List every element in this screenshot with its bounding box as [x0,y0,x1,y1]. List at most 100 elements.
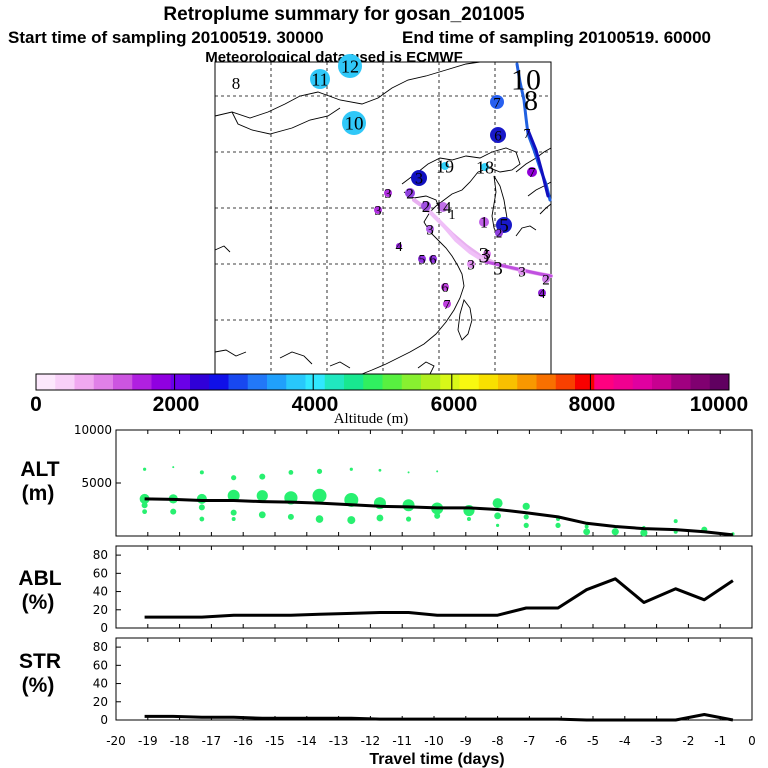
str-frame [115,637,753,721]
map-marker-label: 10 [345,114,364,135]
x-tick-label: 0 [748,734,756,748]
x-tick-label: -13 [329,734,349,748]
map-marker-label: 3 [426,222,434,238]
alt-particle-point [494,512,501,520]
map-marker-label: 14 [435,198,453,217]
alt-particle-point [230,509,237,516]
x-tick-label: -7 [523,734,535,748]
colorbar-swatch-29 [594,374,614,390]
str-label: STR [19,650,61,673]
abl-panel: 0 20 40 60 80 [93,545,753,635]
map-marker-dot [342,111,366,135]
x-tick-label: -4 [619,734,631,748]
map-marker-label: 3 [479,243,490,268]
alt-unit: (m) [22,482,55,505]
alt-particle-point [172,466,175,469]
map-marker-label: 8 [524,86,538,117]
alt-particle-point [347,516,356,525]
map-marker-label: 5 [419,253,426,268]
colorbar-tick-6000: 6000 [431,393,478,416]
map-marker-dot [527,167,537,177]
map-marker-label: 5 [484,248,491,263]
alt-particle-point [316,468,323,474]
colorbar-swatch-1 [55,374,75,390]
map-marker-label: 1 [449,208,456,223]
str-ytick-label: 0 [100,713,108,727]
alt-particle-point [141,502,148,509]
map-marker-label: 2 [542,272,550,288]
map-marker-label: 6 [494,128,502,144]
map-marker-label: 3 [467,257,475,273]
x-tick-label: -11 [392,734,412,748]
map-marker-label: 19 [436,156,454,176]
alt-particle-point [227,489,240,502]
colorbar-swatch-4 [113,374,133,390]
alt-particle-point [640,529,648,537]
colorbar-swatch-0 [36,374,56,390]
x-tick-label: -16 [233,734,253,748]
colorbar-swatch-15 [324,374,345,390]
abl-label: ABL [18,567,61,590]
alt-particle-point [287,513,294,520]
alt-particle-point [584,524,589,529]
alt-particle-point [466,517,471,522]
colorbar-swatch-11 [247,374,268,390]
alt-particle-point [288,470,294,475]
alt-particle-point [583,528,591,536]
colorbar-frame [35,373,730,391]
map-marker-dot [405,188,415,198]
colorbar-swatch-20 [421,374,441,390]
colorbar-swatch-17 [363,374,383,390]
map-marker-label: 3 [415,171,423,188]
x-tick-label: -2 [682,734,694,748]
colorbar-swatch-22 [459,374,480,390]
x-tick-label: -3 [651,734,663,748]
map-marker-dot [421,201,431,211]
colorbar-label: Altitude (m) [334,411,409,427]
map-marker-label: 5 [499,216,509,237]
alt-particle-point [523,514,529,520]
colorbar-swatch-10 [228,374,249,390]
colorbar-swatch-6 [151,374,172,390]
map-marker-dot [396,243,402,249]
map-marker-label: 6 [430,253,437,268]
colorbar-swatch-5 [132,374,152,390]
alt-particle-point [555,522,561,529]
altitude-colorbar [35,373,730,391]
alt-particle-point [496,523,500,528]
map-grid [215,62,551,374]
map-marker-dot [310,69,330,89]
colorbar-swatch-19 [401,374,422,390]
alt-particle-point [402,499,415,512]
colorbar-swatch-21 [440,374,460,390]
map-marker-label: 3 [375,204,382,219]
x-tick-label: -19 [138,734,158,748]
colorbar-swatch-25 [517,374,537,390]
alt-particle-point [673,519,678,524]
alt-particle-point [407,471,410,474]
alt-particle-point [376,514,384,522]
str-series-line [144,713,734,722]
alt-panel: 5000 10000 [74,423,753,537]
map-marker-label: 18 [476,157,494,177]
alt-particle-point [199,470,204,475]
alt-particle-point [231,517,236,522]
start-time-text: Start time of sampling 20100519. 30000 [8,28,324,47]
colorbar-swatch-33 [671,374,691,390]
alt-particle-point [405,516,412,522]
alt-particle-point [259,473,266,480]
colorbar-swatch-27 [555,374,576,390]
map-marker-label: 2 [422,197,431,216]
str-ytick-label: 40 [93,677,108,691]
map-marker-dot [418,255,426,263]
x-tick-label: -17 [202,734,222,748]
map-marker-dot [441,283,449,291]
colorbar-swatch-32 [652,374,672,390]
figure-title: Retroplume summary for gosan_201005 [163,4,525,25]
colorbar-swatch-30 [613,374,634,390]
x-tick-label: -8 [492,734,504,748]
str-ytick-label: 80 [93,640,108,654]
x-tick-label: -6 [555,734,567,748]
